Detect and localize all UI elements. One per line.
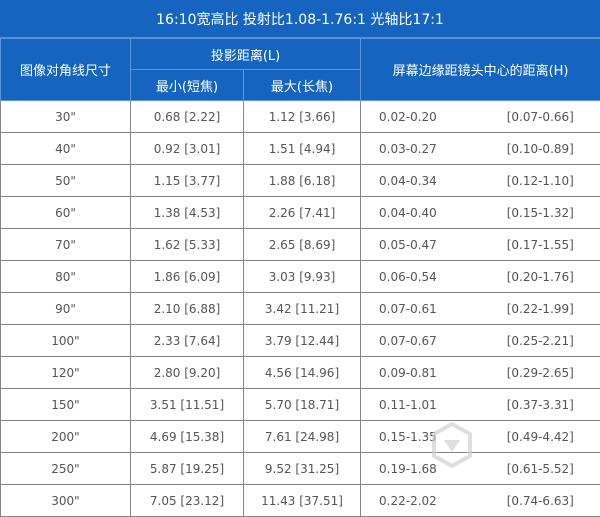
offset-ft-cell: [0.10-0.89] [481, 133, 600, 165]
min-distance-cell: 1.15 [3.77] [131, 165, 244, 197]
table-row: 60"1.38 [4.53]2.26 [7.41]0.04-0.40[0.15-… [1, 197, 600, 229]
size-cell: 80" [1, 261, 131, 293]
header-throw-distance: 投影距离(L) [131, 39, 361, 70]
min-distance-cell: 5.87 [19.25] [131, 453, 244, 485]
offset-m-cell: 0.04-0.34 [361, 165, 481, 197]
header-max: 最大(长焦) [244, 70, 361, 101]
min-distance-cell: 0.92 [3.01] [131, 133, 244, 165]
offset-m-cell: 0.03-0.27 [361, 133, 481, 165]
offset-m-cell: 0.04-0.40 [361, 197, 481, 229]
table-row: 100"2.33 [7.64]3.79 [12.44]0.07-0.67[0.2… [1, 325, 600, 357]
offset-m-cell: 0.02-0.20 [361, 101, 481, 133]
projection-table: 图像对角线尺寸 投影距离(L) 屏幕边缘距镜头中心的距离(H) 最小(短焦) 最… [0, 38, 600, 517]
offset-ft-cell: [0.12-1.10] [481, 165, 600, 197]
offset-m-cell: 0.11-1.01 [361, 389, 481, 421]
offset-m-cell: 0.06-0.54 [361, 261, 481, 293]
max-distance-cell: 1.12 [3.66] [244, 101, 361, 133]
size-cell: 200" [1, 421, 131, 453]
offset-m-cell: 0.22-2.02 [361, 485, 481, 517]
size-cell: 40" [1, 133, 131, 165]
max-distance-cell: 5.70 [18.71] [244, 389, 361, 421]
table-row: 250"5.87 [19.25]9.52 [31.25]0.19-1.68[0.… [1, 453, 600, 485]
max-distance-cell: 11.43 [37.51] [244, 485, 361, 517]
offset-m-cell: 0.09-0.81 [361, 357, 481, 389]
offset-m-cell: 0.07-0.67 [361, 325, 481, 357]
table-title: 16:10宽高比 投射比1.08-1.76:1 光轴比17:1 [0, 0, 600, 38]
offset-m-cell: 0.19-1.68 [361, 453, 481, 485]
size-cell: 70" [1, 229, 131, 261]
header-min: 最小(短焦) [131, 70, 244, 101]
max-distance-cell: 2.26 [7.41] [244, 197, 361, 229]
table-row: 150"3.51 [11.51]5.70 [18.71]0.11-1.01[0.… [1, 389, 600, 421]
size-cell: 120" [1, 357, 131, 389]
min-distance-cell: 2.80 [9.20] [131, 357, 244, 389]
header-offset: 屏幕边缘距镜头中心的距离(H) [361, 39, 600, 101]
offset-m-cell: 0.05-0.47 [361, 229, 481, 261]
offset-ft-cell: [0.15-1.32] [481, 197, 600, 229]
offset-ft-cell: [0.22-1.99] [481, 293, 600, 325]
max-distance-cell: 2.65 [8.69] [244, 229, 361, 261]
offset-ft-cell: [0.17-1.55] [481, 229, 600, 261]
table-row: 30"0.68 [2.22]1.12 [3.66]0.02-0.20[0.07-… [1, 101, 600, 133]
offset-ft-cell: [0.07-0.66] [481, 101, 600, 133]
min-distance-cell: 2.10 [6.88] [131, 293, 244, 325]
min-distance-cell: 1.86 [6.09] [131, 261, 244, 293]
min-distance-cell: 1.62 [5.33] [131, 229, 244, 261]
table-row: 90"2.10 [6.88]3.42 [11.21]0.07-0.61[0.22… [1, 293, 600, 325]
offset-ft-cell: [0.25-2.21] [481, 325, 600, 357]
offset-ft-cell: [0.29-2.65] [481, 357, 600, 389]
table-row: 50"1.15 [3.77]1.88 [6.18]0.04-0.34[0.12-… [1, 165, 600, 197]
table-row: 70"1.62 [5.33]2.65 [8.69]0.05-0.47[0.17-… [1, 229, 600, 261]
min-distance-cell: 2.33 [7.64] [131, 325, 244, 357]
min-distance-cell: 0.68 [2.22] [131, 101, 244, 133]
size-cell: 150" [1, 389, 131, 421]
max-distance-cell: 3.03 [9.93] [244, 261, 361, 293]
size-cell: 50" [1, 165, 131, 197]
table-row: 300"7.05 [23.12]11.43 [37.51]0.22-2.02[0… [1, 485, 600, 517]
offset-ft-cell: [0.37-3.31] [481, 389, 600, 421]
size-cell: 300" [1, 485, 131, 517]
offset-ft-cell: [0.20-1.76] [481, 261, 600, 293]
max-distance-cell: 9.52 [31.25] [244, 453, 361, 485]
min-distance-cell: 7.05 [23.12] [131, 485, 244, 517]
offset-m-cell: 0.07-0.61 [361, 293, 481, 325]
max-distance-cell: 1.51 [4.94] [244, 133, 361, 165]
table-row: 200"4.69 [15.38]7.61 [24.98]0.15-1.35[0.… [1, 421, 600, 453]
size-cell: 90" [1, 293, 131, 325]
min-distance-cell: 1.38 [4.53] [131, 197, 244, 229]
min-distance-cell: 4.69 [15.38] [131, 421, 244, 453]
size-cell: 250" [1, 453, 131, 485]
max-distance-cell: 7.61 [24.98] [244, 421, 361, 453]
offset-ft-cell: [0.74-6.63] [481, 485, 600, 517]
table-row: 120"2.80 [9.20]4.56 [14.96]0.09-0.81[0.2… [1, 357, 600, 389]
table-row: 40"0.92 [3.01]1.51 [4.94]0.03-0.27[0.10-… [1, 133, 600, 165]
header-size: 图像对角线尺寸 [1, 39, 131, 101]
min-distance-cell: 3.51 [11.51] [131, 389, 244, 421]
offset-ft-cell: [0.49-4.42] [481, 421, 600, 453]
max-distance-cell: 3.79 [12.44] [244, 325, 361, 357]
max-distance-cell: 1.88 [6.18] [244, 165, 361, 197]
max-distance-cell: 4.56 [14.96] [244, 357, 361, 389]
max-distance-cell: 3.42 [11.21] [244, 293, 361, 325]
offset-m-cell: 0.15-1.35 [361, 421, 481, 453]
offset-ft-cell: [0.61-5.52] [481, 453, 600, 485]
size-cell: 30" [1, 101, 131, 133]
size-cell: 60" [1, 197, 131, 229]
table-row: 80"1.86 [6.09]3.03 [9.93]0.06-0.54[0.20-… [1, 261, 600, 293]
size-cell: 100" [1, 325, 131, 357]
